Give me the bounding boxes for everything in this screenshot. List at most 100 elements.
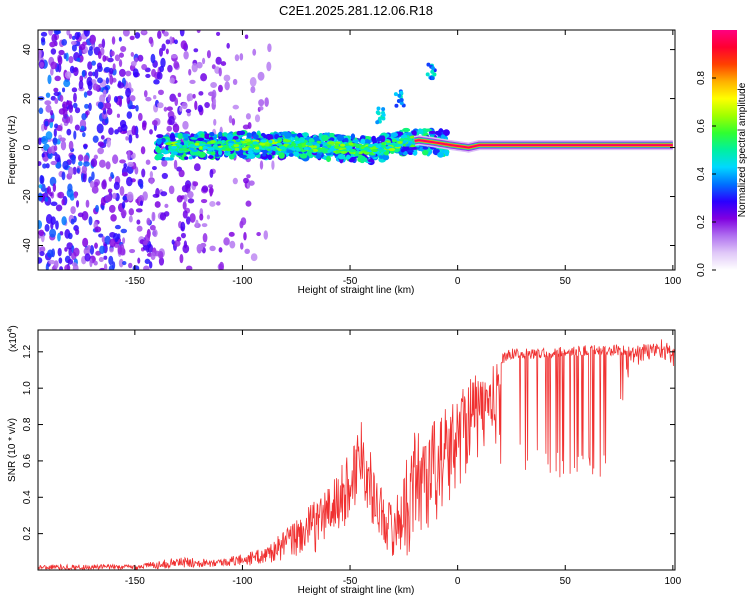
ridge-core	[240, 144, 245, 148]
noise-speckle	[100, 196, 106, 206]
noise-speckle	[50, 160, 58, 166]
noise-speckle	[169, 36, 173, 45]
ridge-core	[405, 143, 411, 147]
noise-speckle	[244, 34, 249, 40]
noise-speckle	[248, 180, 255, 186]
noise-speckle	[107, 188, 113, 194]
ridge-core	[397, 140, 403, 144]
noise-speckle	[125, 87, 131, 98]
noise-speckle	[199, 213, 204, 221]
ridge-core	[381, 142, 386, 146]
noise-speckle	[73, 191, 78, 199]
noise-speckle	[69, 114, 73, 125]
ridge-speckle	[360, 157, 368, 162]
noise-speckle	[149, 129, 153, 135]
ridge-speckle	[160, 149, 166, 153]
x-tick-label: 0	[455, 576, 461, 587]
noise-speckle	[218, 247, 223, 253]
noise-speckle	[40, 36, 46, 43]
snr-x-ticks: -150 -100 -50 0 50 100	[125, 330, 682, 587]
detached-blob	[399, 90, 404, 95]
x-tick-label: -100	[232, 276, 252, 287]
noise-speckle	[105, 77, 110, 85]
noise-speckle	[66, 128, 72, 136]
noise-speckle	[42, 163, 47, 169]
noise-speckle	[65, 116, 71, 124]
noise-speckle	[58, 257, 63, 264]
y-tick-label: 0	[22, 144, 33, 150]
noise-speckle	[122, 237, 126, 244]
ridge-speckle	[350, 133, 356, 140]
noise-speckle	[41, 153, 45, 158]
noise-speckle	[90, 158, 98, 168]
noise-speckle	[172, 123, 180, 133]
noise-speckle	[137, 54, 144, 62]
noise-speckle	[218, 67, 222, 77]
noise-speckle	[50, 222, 54, 230]
ridge-speckle	[422, 150, 429, 156]
noise-speckle	[130, 52, 135, 57]
x-tick-label: -50	[343, 276, 358, 287]
noise-speckle	[126, 95, 131, 105]
ridge-core	[295, 148, 301, 152]
noise-speckle	[50, 201, 58, 207]
noise-speckle	[40, 123, 45, 132]
noise-speckle	[185, 216, 191, 225]
noise-speckle	[150, 252, 156, 260]
noise-speckle	[98, 233, 104, 238]
ridge-core	[216, 140, 223, 144]
noise-speckle	[68, 55, 74, 64]
noise-speckle	[113, 96, 119, 103]
ridge-core	[327, 141, 335, 145]
ridge-speckle	[252, 134, 259, 139]
noise-speckle	[118, 36, 122, 42]
noise-speckle	[234, 54, 240, 62]
noise-speckle	[78, 161, 83, 167]
noise-speckle	[116, 113, 121, 118]
noise-speckle	[94, 242, 98, 249]
ridge-speckle	[160, 137, 166, 143]
noise-speckle	[206, 50, 211, 59]
noise-speckle	[146, 217, 151, 226]
noise-speckle	[100, 135, 105, 140]
noise-speckle	[64, 71, 72, 79]
noise-speckle	[152, 119, 158, 126]
ridge-core	[255, 146, 260, 150]
noise-speckle	[106, 107, 113, 116]
noise-speckle	[169, 77, 175, 84]
noise-speckle	[151, 165, 157, 171]
ridge-speckle	[169, 134, 176, 140]
y-tick-label: 0.8	[22, 417, 33, 431]
noise-speckle	[108, 255, 114, 266]
noise-speckle	[119, 68, 126, 77]
noise-speckle	[82, 173, 87, 183]
noise-speckle	[59, 231, 64, 236]
detached-blob	[376, 106, 381, 111]
ridge-core	[354, 143, 361, 147]
noise-speckle	[84, 253, 91, 262]
noise-speckle	[38, 220, 43, 230]
noise-speckle	[67, 166, 74, 177]
noise-speckle	[117, 126, 123, 133]
noise-speckle	[88, 216, 93, 226]
noise-speckle	[152, 211, 156, 222]
noise-speckle	[163, 31, 169, 37]
ridge-core	[208, 147, 216, 151]
ridge-speckle	[336, 134, 345, 141]
noise-speckle	[206, 214, 210, 220]
noise-speckle	[108, 127, 114, 136]
noise-speckle	[165, 39, 171, 45]
ridge-speckle	[417, 128, 424, 135]
ridge-core	[212, 144, 218, 148]
noise-speckle	[48, 146, 52, 155]
noise-speckle	[166, 125, 172, 132]
ridge-core	[260, 139, 267, 143]
noise-speckle	[51, 33, 58, 43]
noise-speckle	[240, 217, 247, 226]
noise-speckle	[87, 245, 91, 250]
detached-blob	[426, 62, 431, 67]
noise-speckle	[197, 104, 203, 113]
noise-speckle	[63, 79, 71, 88]
noise-speckle	[128, 134, 133, 144]
noise-speckle	[88, 102, 92, 112]
